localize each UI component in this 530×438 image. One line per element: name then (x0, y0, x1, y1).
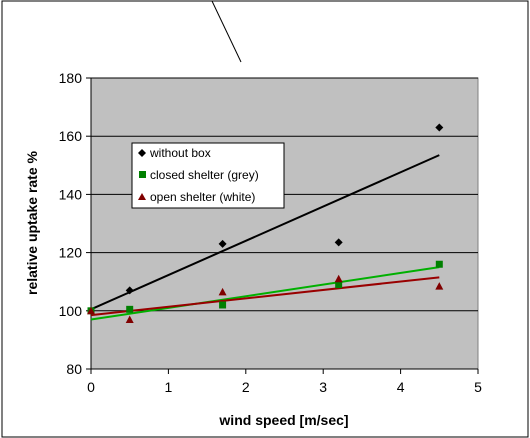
point-open-shelter-0 (87, 306, 95, 315)
y-tick-label-180: 180 (59, 70, 83, 86)
trendline-1 (90, 266, 440, 321)
y-tick-label-140: 140 (59, 186, 83, 202)
point-open-shelter-3 (334, 274, 343, 283)
y-tick-label-120: 120 (59, 245, 83, 261)
point-closed-shelter-3 (335, 281, 343, 289)
point-without-box-2 (218, 239, 227, 248)
y-tick-label-160: 160 (59, 128, 83, 144)
legend-label-closed-shelter: closed shelter (grey) (150, 168, 259, 182)
x-tick-label-1: 1 (165, 379, 173, 395)
point-open-shelter-1 (125, 315, 134, 324)
legend-marker-square (139, 171, 146, 178)
point-without-box-1 (125, 286, 134, 295)
point-without-box-3 (334, 238, 343, 247)
y-tick-label-100: 100 (59, 303, 83, 319)
x-tick-label-4: 4 (397, 379, 405, 395)
trendline-0 (90, 154, 440, 311)
point-without-box-4 (435, 123, 444, 132)
point-open-shelter-4 (435, 282, 444, 290)
data-points (87, 123, 444, 324)
x-tick-label-5: 5 (474, 379, 482, 395)
legend-box (131, 142, 285, 209)
legend-label-open-shelter: open shelter (white) (150, 190, 255, 204)
legend-item-open-shelter: open shelter (white) (138, 190, 255, 204)
point-closed-shelter-4 (435, 260, 443, 268)
point-open-shelter-2 (218, 287, 227, 296)
legend-label-without-box: without box (149, 146, 211, 160)
point-closed-shelter-1 (126, 305, 134, 313)
axes (86, 77, 479, 374)
tick-labels: 80 100 120 140 160 180 0 1 2 3 4 5 (59, 70, 482, 395)
legend-marker-diamond (138, 149, 146, 157)
legend: without box closed shelter (grey) open s… (131, 142, 285, 209)
legend-item-without-box: without box (138, 146, 211, 160)
x-tick-label-2: 2 (242, 379, 250, 395)
x-axis-title: wind speed [m/sec] (218, 412, 348, 428)
legend-marker-triangle (138, 193, 146, 200)
legend-item-closed-shelter: closed shelter (grey) (139, 168, 259, 182)
point-closed-shelter-2 (219, 301, 227, 309)
y-axis-title: relative uptake rate % (24, 150, 40, 295)
annotation-pointer-line (211, 0, 242, 63)
y-tick-label-80: 80 (66, 361, 82, 377)
x-tick-label-0: 0 (87, 379, 95, 395)
x-tick-label-3: 3 (319, 379, 327, 395)
trendline-2 (90, 276, 440, 317)
trendlines (90, 154, 440, 321)
